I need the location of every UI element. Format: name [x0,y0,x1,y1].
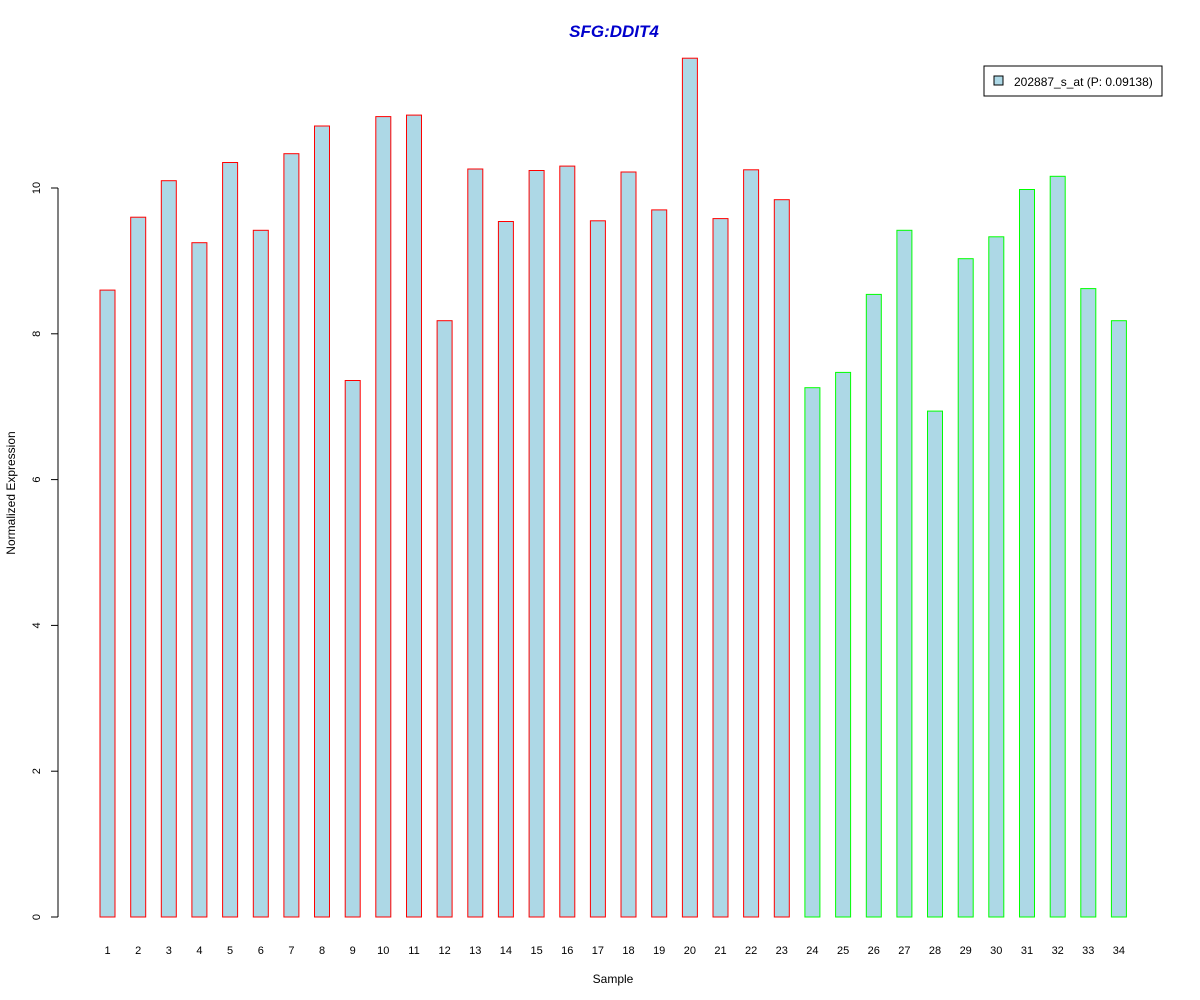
x-tick-label: 14 [500,945,512,957]
x-tick-label: 6 [258,945,264,957]
bar-sample-19 [651,209,668,918]
bar-sample-1 [99,289,116,918]
bar-sample-16 [559,165,576,918]
x-tick-label: 3 [166,945,172,957]
bar-sample-27 [896,229,913,918]
y-tick-label: 2 [31,768,43,774]
bar-sample-25 [835,371,852,918]
x-tick-label: 19 [653,945,665,957]
x-tick-label: 20 [684,945,696,957]
x-tick-label: 13 [469,945,481,957]
x-tick-label: 2 [135,945,141,957]
y-tick-label: 10 [31,182,43,194]
x-tick-label: 28 [929,945,941,957]
x-tick-label: 24 [806,945,818,957]
bar-sample-3 [160,180,177,918]
bars [99,57,1127,918]
bar-sample-33 [1080,288,1097,918]
x-tick-label: 4 [196,945,202,957]
bar-sample-22 [743,169,760,918]
bar-sample-2 [130,216,147,918]
bar-sample-20 [681,57,698,918]
x-tick-label: 9 [350,945,356,957]
bar-sample-13 [467,168,484,918]
bar-sample-5 [222,162,239,918]
x-tick-label: 7 [288,945,294,957]
bar-sample-34 [1110,320,1127,918]
x-axis-label: Sample [593,972,634,986]
bar-sample-14 [497,221,514,918]
x-tick-label: 29 [960,945,972,957]
x-tick-label: 1 [104,945,110,957]
bar-sample-10 [375,116,392,918]
bar-sample-17 [589,220,606,918]
legend: 202887_s_at (P: 0.09138) [983,65,1163,97]
bar-sample-12 [436,320,453,918]
x-tick-labels: 1 2 3 4 5 6 7 8 9 10 11 12 13 14 15 16 17 18 19 20 21 22 23 24 2… [104,945,1125,957]
x-tick-label: 27 [898,945,910,957]
x-tick-label: 32 [1052,945,1064,957]
x-tick-label: 8 [319,945,325,957]
bar-sample-28 [927,410,943,918]
x-tick-label: 5 [227,945,233,957]
bar-sample-7 [283,153,300,918]
bar-sample-32 [1049,175,1066,918]
bar-sample-6 [252,229,269,918]
x-tick-label: 22 [745,945,757,957]
x-tick-label: 16 [561,945,573,957]
x-tick-label: 26 [868,945,880,957]
y-axis: 0 2 4 6 8 10 [31,182,59,920]
x-tick-label: 31 [1021,945,1033,957]
y-axis-label: Normalized Expression [4,431,18,554]
y-tick-label: 8 [31,331,43,337]
x-tick-label: 12 [438,945,450,957]
chart-title: SFG:DDIT4 [569,22,659,41]
bar-sample-15 [528,170,545,918]
bar-sample-29 [957,258,974,918]
bar-sample-9 [344,380,361,918]
x-tick-label: 25 [837,945,849,957]
legend-swatch [993,75,1004,86]
y-tick-label: 4 [31,622,43,628]
legend-label: 202887_s_at (P: 0.09138) [1014,75,1153,89]
x-tick-label: 11 [408,945,419,957]
legend-box [983,65,1163,97]
bar-sample-21 [712,218,729,918]
bar-sample-4 [191,242,208,918]
y-tick-label: 6 [31,477,43,483]
x-tick-label: 34 [1113,945,1125,957]
bar-sample-31 [1019,189,1035,918]
x-tick-label: 23 [776,945,788,957]
x-tick-label: 30 [990,945,1002,957]
x-tick-label: 18 [622,945,634,957]
x-tick-label: 33 [1082,945,1094,957]
bar-sample-23 [773,199,790,918]
y-tick-label: 0 [31,914,43,920]
bar-sample-11 [406,114,422,918]
bar-sample-8 [314,125,330,918]
bar-sample-26 [865,293,882,918]
bar-sample-24 [804,387,821,918]
x-tick-label: 17 [592,945,604,957]
bar-sample-18 [620,171,637,918]
x-tick-label: 10 [377,945,389,957]
x-tick-label: 15 [530,945,542,957]
x-tick-label: 21 [714,945,726,957]
bar-sample-30 [988,236,1005,918]
